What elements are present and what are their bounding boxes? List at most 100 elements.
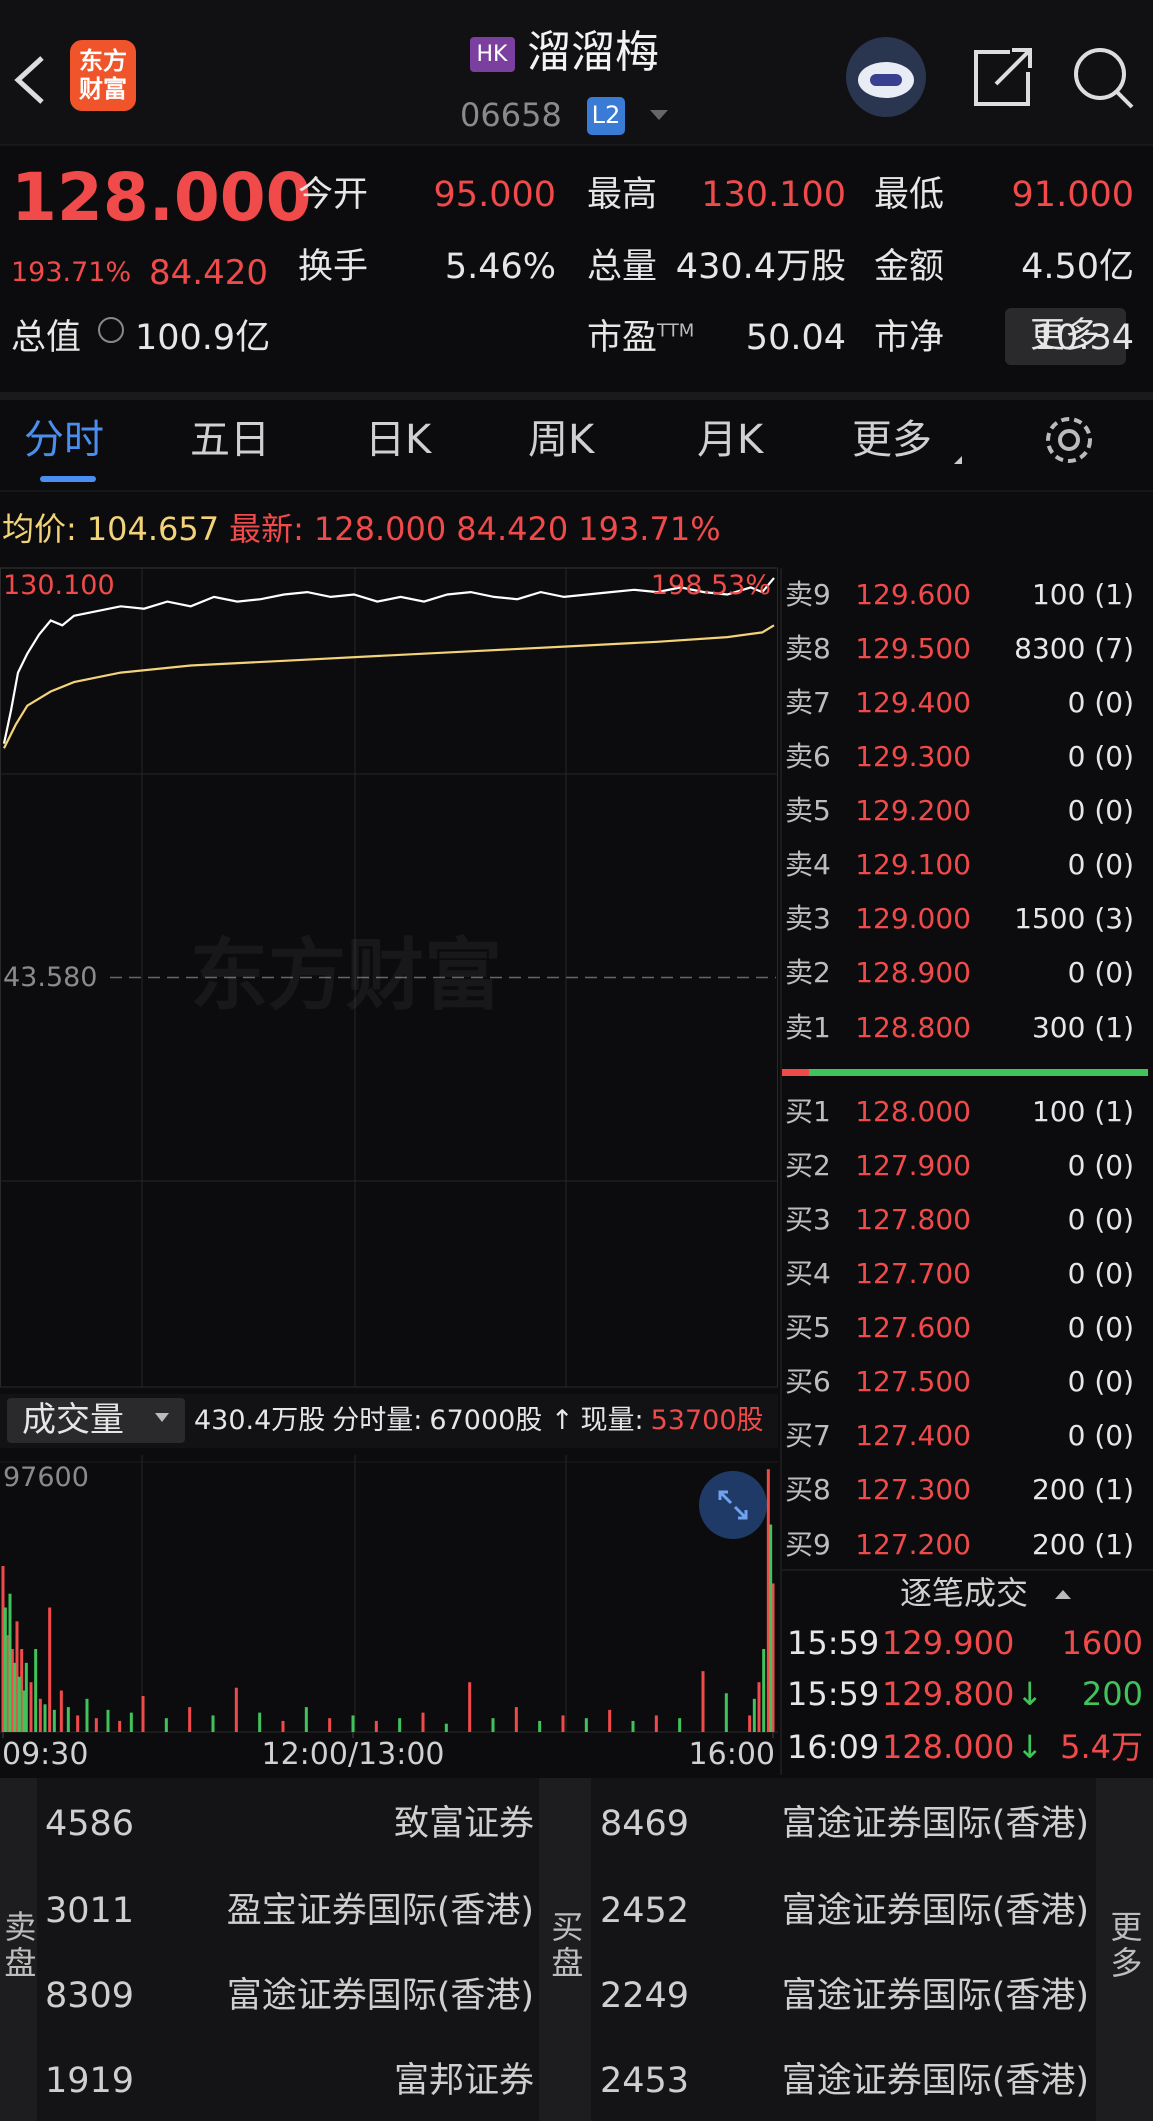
latest-label: 最新: <box>229 510 304 549</box>
broker-id: 1919 <box>45 2060 135 2101</box>
change-pct-value: 193.71% <box>578 510 721 549</box>
more-band[interactable] <box>1096 1778 1153 2121</box>
trades-sort-icon <box>1055 1590 1071 1599</box>
market-badge: HK <box>476 42 508 68</box>
field-label: 市净 <box>874 317 945 358</box>
volume-bar <box>769 1524 773 1732</box>
field-value: 91.000 <box>1011 174 1134 215</box>
volume-bar <box>10 1649 14 1732</box>
volume-bar <box>106 1709 110 1732</box>
volume-bar <box>13 1662 17 1732</box>
logo-text: 东方 <box>79 47 127 76</box>
price-line <box>2 577 775 744</box>
volume-bar <box>17 1676 21 1732</box>
volume-bar <box>24 1662 28 1732</box>
broker-name: 富途证券国际(香港) <box>781 1975 1089 2016</box>
change: 84.420 <box>149 253 268 294</box>
volume-bar <box>538 1720 542 1732</box>
more-button[interactable]: 更多 <box>1029 315 1101 356</box>
field-value: 50.04 <box>745 317 846 358</box>
volume-bar <box>59 1690 63 1732</box>
volume-bar <box>6 1635 10 1732</box>
book-price: 128.900 <box>855 956 971 990</box>
change-pct: 193.71% <box>11 257 132 289</box>
volume-bar <box>8 1593 12 1732</box>
book-label: 卖9 <box>785 577 831 611</box>
volume-bar <box>701 1671 705 1732</box>
book-price: 129.500 <box>855 631 971 665</box>
x-tick-label: 09:30 <box>2 1736 89 1772</box>
book-price: 127.300 <box>855 1473 971 1507</box>
search-icon[interactable] <box>1074 48 1134 109</box>
selector-bg[interactable] <box>7 1398 185 1443</box>
volume-bar <box>118 1720 122 1732</box>
settings-icon[interactable] <box>1046 417 1092 463</box>
volume-selector[interactable]: 成交量 <box>22 1400 124 1441</box>
y-tick-label: 43.580 <box>3 961 98 993</box>
period-label: 分时量: <box>332 1405 423 1437</box>
expand-button[interactable] <box>699 1471 767 1539</box>
tab[interactable]: 五日 <box>190 416 270 463</box>
sell-label: 卖盘 <box>0 1910 38 1982</box>
field-label: 总量 <box>587 246 658 287</box>
field-label: 市盈TTM <box>587 317 695 358</box>
field-value: 95.000 <box>433 174 556 215</box>
book-label: 买3 <box>785 1202 831 1236</box>
trade-price: 129.800↓ <box>882 1675 1044 1714</box>
book-label: 买6 <box>785 1365 831 1399</box>
book-price: 129.300 <box>855 740 971 774</box>
volume-bar <box>43 1704 47 1732</box>
book-price: 127.600 <box>855 1311 971 1345</box>
volume-bar <box>76 1715 80 1732</box>
volume-bar <box>491 1718 495 1732</box>
book-volume: 0 (0) <box>1067 848 1134 882</box>
back-icon[interactable] <box>14 56 44 104</box>
volume-bar <box>374 1720 378 1732</box>
tab[interactable]: 周K <box>528 416 595 463</box>
annotation: 198.53% <box>650 570 771 602</box>
tab[interactable]: 分时 <box>24 416 104 463</box>
hk-badge-bg <box>470 37 515 72</box>
broker-more[interactable]: 更多 <box>1105 1910 1144 1982</box>
volume-bar <box>34 1649 38 1732</box>
volume-bar <box>258 1712 262 1732</box>
volume-bar <box>3 1607 7 1732</box>
volume-bar <box>757 1682 761 1732</box>
volume-bar <box>38 1698 42 1732</box>
volume-bar <box>468 1682 472 1732</box>
share-icon[interactable] <box>974 48 1032 106</box>
volume-bar <box>631 1720 635 1732</box>
volume-bar <box>398 1718 402 1732</box>
sell-band <box>0 1778 37 2121</box>
watermark: 东方财富 <box>190 930 503 1021</box>
book-volume: 200 (1) <box>1031 1473 1134 1507</box>
volume-bar <box>514 1707 518 1732</box>
tab[interactable]: 月K <box>697 416 764 463</box>
book-price: 129.200 <box>855 794 971 828</box>
more-button-bg[interactable] <box>1005 308 1126 365</box>
book-price: 127.200 <box>855 1527 971 1561</box>
volume-bar <box>766 1469 770 1732</box>
volume-bar <box>421 1712 425 1732</box>
book-price: 129.100 <box>855 848 971 882</box>
book-price: 127.500 <box>855 1365 971 1399</box>
book-label: 买1 <box>785 1094 831 1128</box>
volume-bar <box>85 1698 89 1732</box>
volume-bar <box>188 1707 192 1732</box>
broker-id: 2452 <box>600 1890 690 1931</box>
level-badge: L2 <box>591 101 621 130</box>
book-price: 127.800 <box>855 1202 971 1236</box>
book-label: 买2 <box>785 1148 831 1182</box>
book-price: 129.000 <box>855 902 971 936</box>
volume-bar <box>608 1709 612 1732</box>
dropdown-icon[interactable] <box>650 110 668 120</box>
field-value: 4.50亿 <box>1021 246 1134 287</box>
tab[interactable]: 日K <box>365 416 432 463</box>
book-volume: 8300 (7) <box>1014 631 1134 665</box>
tab[interactable]: 更多 <box>852 416 932 463</box>
trade-direction: ↓ <box>1016 1675 1044 1714</box>
avg-label: 均价: <box>2 510 77 549</box>
info-line: 均价: 104.657 最新: 128.000 84.420 193.71% <box>2 511 721 548</box>
volume-bar <box>211 1715 215 1732</box>
